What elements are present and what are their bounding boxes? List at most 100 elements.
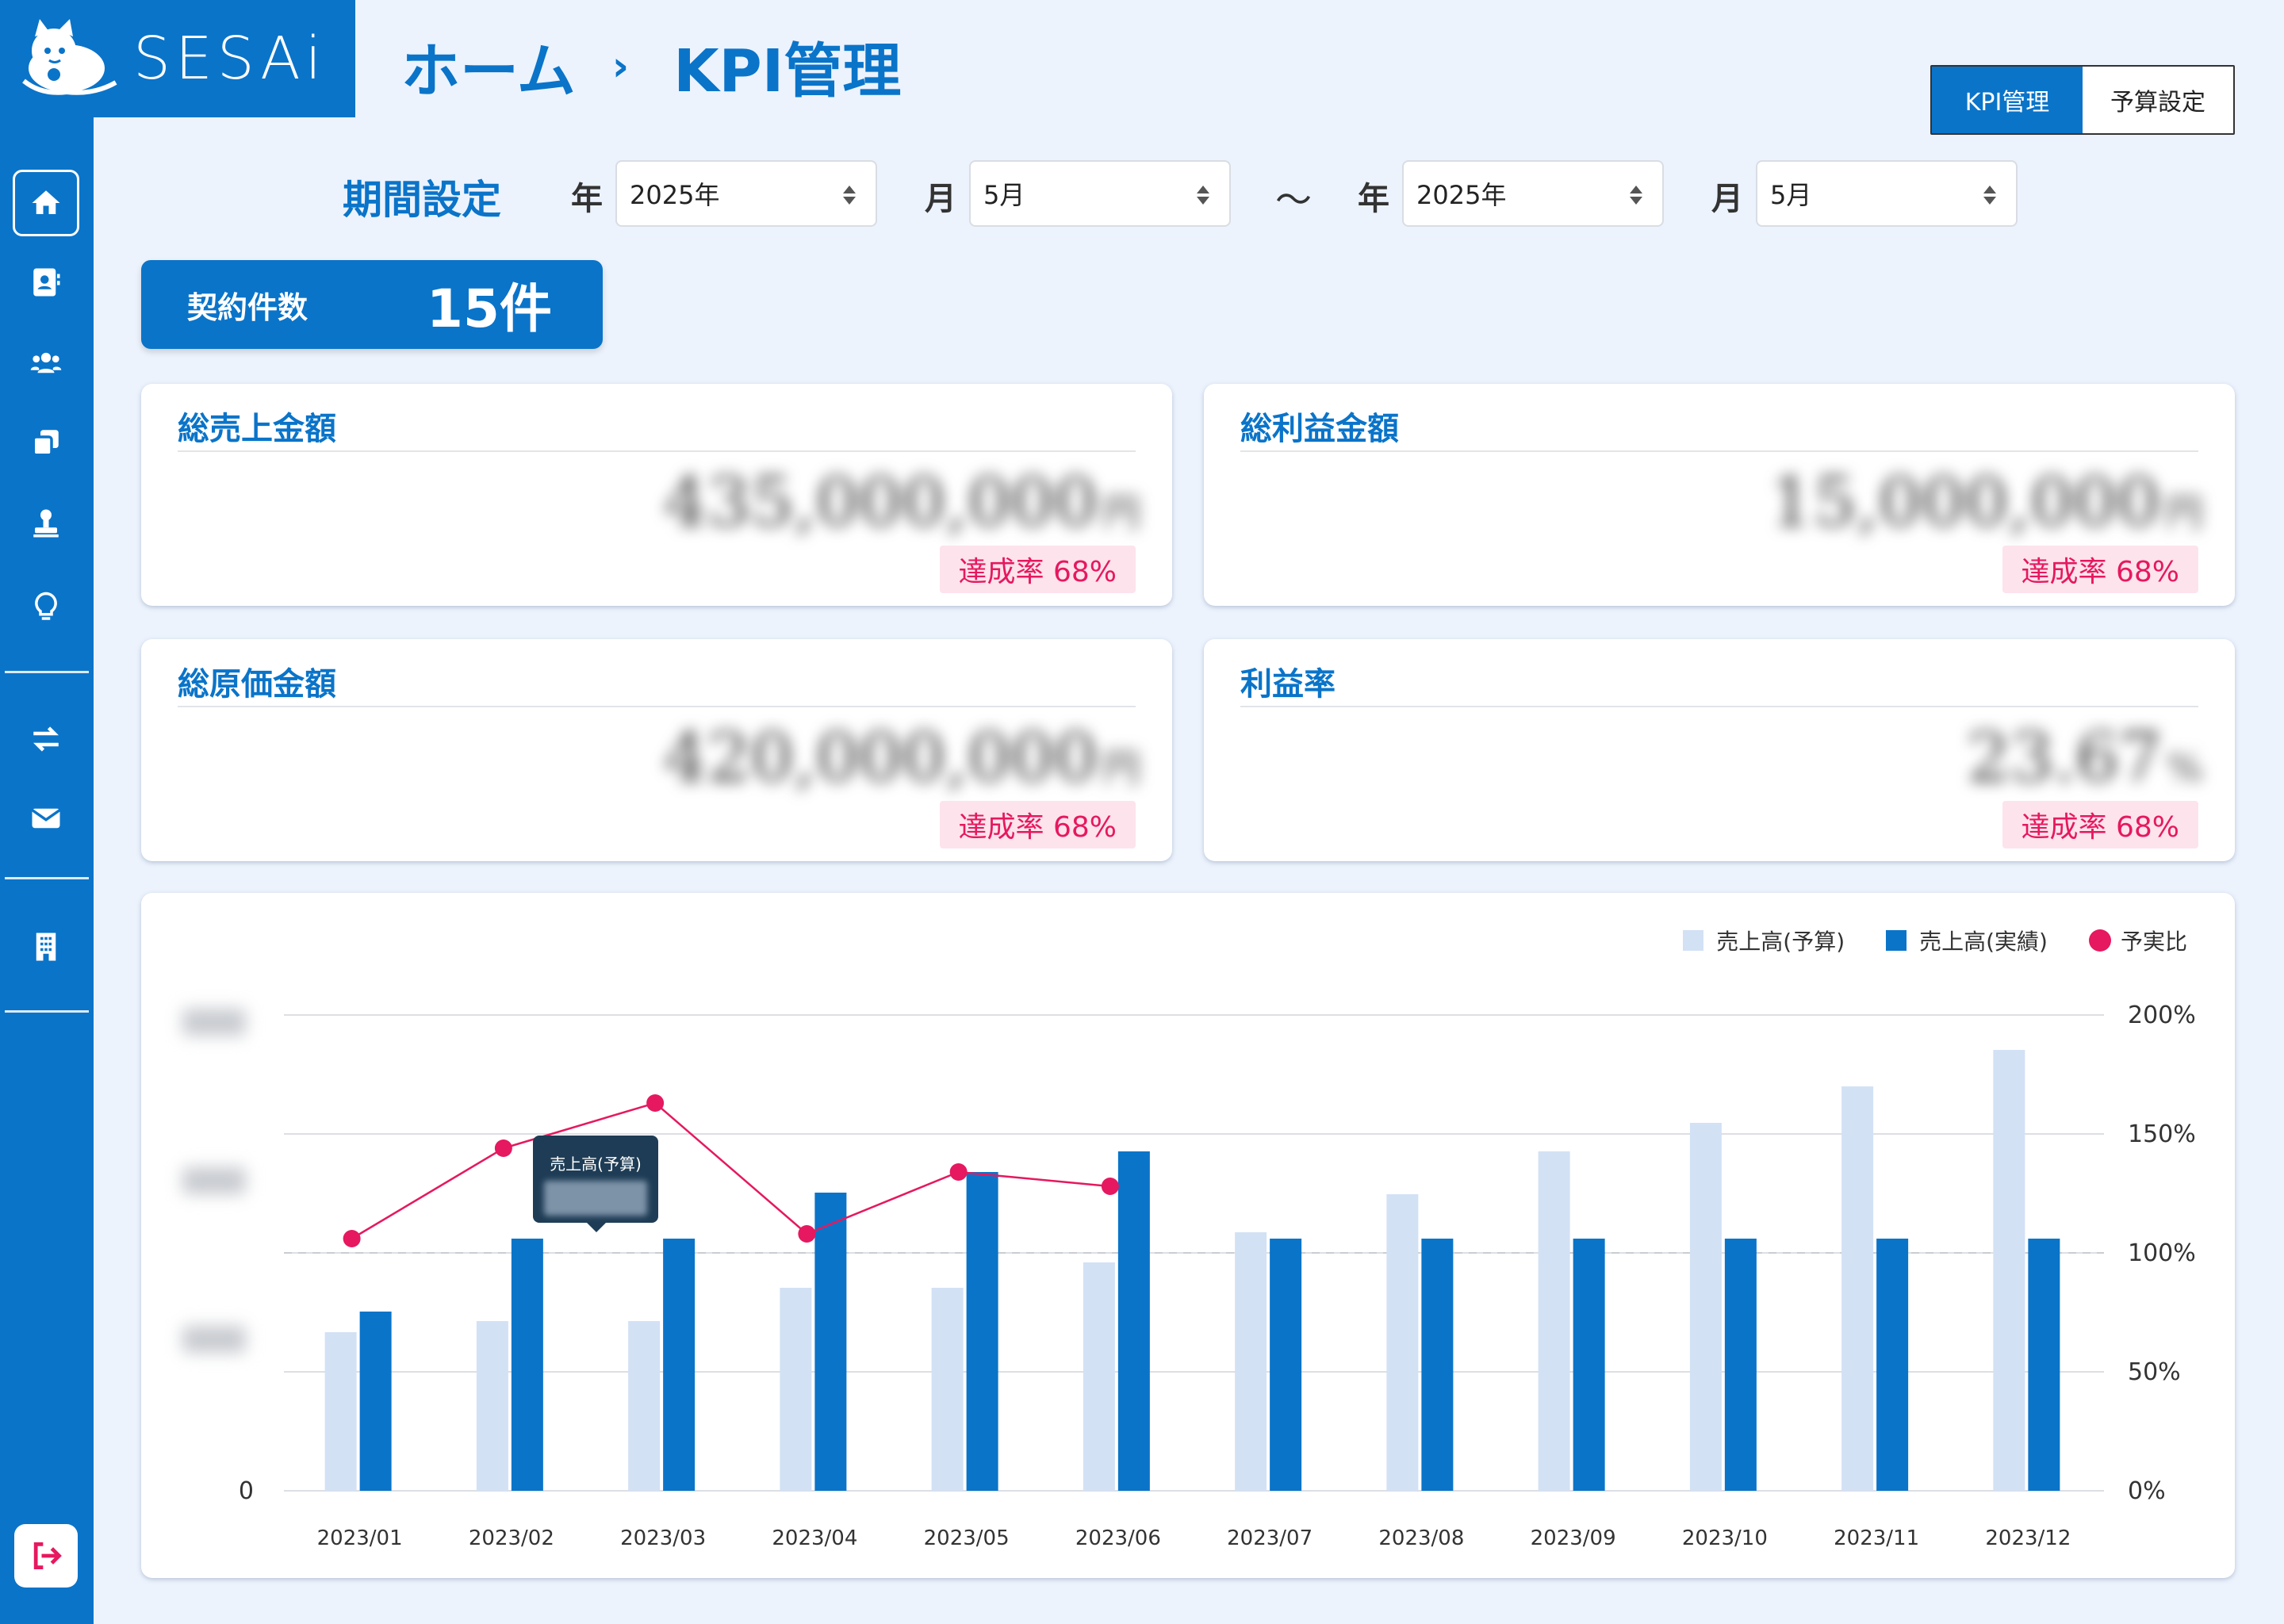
x-tick-label: 2023/05 [924,1526,1010,1550]
bar-actual [1421,1239,1454,1491]
sidebar-item-users[interactable] [13,330,79,396]
x-tick-label: 2023/10 [1682,1526,1768,1550]
x-tick-label: 2023/02 [469,1526,554,1550]
kpi-amount: 15,000,000 円 [1769,463,2203,542]
y-right-tick-label: 50% [2128,1358,2181,1386]
chart-legend: 売上高(予算) 売上高(実績) 予実比 [1642,925,2187,956]
sidebar-item-copy[interactable] [13,409,79,476]
brand-name: SESAi [133,25,327,93]
legend-label: 売上高(実績) [1919,929,2048,955]
from-month-value: 5月 [983,180,1025,210]
stamp-icon [33,509,59,538]
legend-swatch [1683,930,1704,951]
sidebar-item-mail[interactable] [13,785,79,852]
contract-count-label: 契約件数 [187,289,308,325]
sidebar-item-company[interactable] [13,914,79,980]
sidebar-item-contacts[interactable] [13,249,79,316]
sort-arrows-icon [1197,186,1209,205]
bar-budget [931,1288,964,1491]
lightbulb-icon [35,592,57,620]
x-tick-label: 2023/09 [1531,1526,1616,1550]
legend-swatch [1886,930,1907,951]
from-year-select[interactable]: 2025年 [615,160,877,227]
kpi-amount: 23.67% [1967,718,2203,798]
sidebar-item-ideas[interactable] [13,574,79,641]
achievement-rate-badge: 達成率 68% [939,801,1136,848]
chart-tooltip: 売上高(予算) [533,1136,658,1232]
ratio-point [343,1230,361,1247]
period-title: 期間設定 [343,177,501,223]
sidebar-divider [5,671,89,673]
sort-arrows-icon [1630,186,1642,205]
from-month-select[interactable]: 5月 [969,160,1231,227]
legend-label: 予実比 [2120,929,2187,955]
y-right-tick-label: 200% [2128,1002,2196,1029]
sidebar-item-stamp[interactable] [13,490,79,557]
users-icon [30,352,62,373]
kpi-card-cost: 総原価金額 420,000,000 円 達成率 68% [141,639,1172,861]
legend-swatch [2088,929,2111,952]
bar-actual [359,1312,392,1491]
ratio-point [646,1094,665,1112]
from-year-value: 2025年 [630,180,720,210]
bar-actual [1876,1239,1909,1491]
bar-budget [1689,1123,1722,1491]
bar-budget [1993,1050,2025,1491]
x-tick-label: 2023/12 [1985,1526,2071,1550]
legend-item-actual[interactable]: 売上高(実績) [1886,925,2048,956]
x-tick-label: 2023/03 [620,1526,706,1550]
bar-actual [663,1239,696,1491]
x-tick-label: 2023/07 [1227,1526,1313,1550]
bar-budget [780,1288,812,1491]
contact-card-icon [33,268,60,297]
bar-actual [1117,1151,1150,1491]
sidebar-item-home[interactable] [13,170,79,236]
to-month-select[interactable]: 5月 [1756,160,2018,227]
mail-icon [31,808,61,829]
tab-budget[interactable]: 予算設定 [2083,67,2233,133]
from-year-label: 年 [571,181,603,217]
kpi-title: 利益率 [1240,666,1336,703]
to-year-select[interactable]: 2025年 [1402,160,1664,227]
breadcrumb-home[interactable]: ホーム [401,37,576,105]
y-left-tick-label: 0 [239,1477,254,1505]
bar-actual [2028,1239,2060,1491]
page-title: KPI管理 [673,37,902,105]
x-tick-label: 2023/01 [317,1526,403,1550]
view-switch: KPI管理 予算設定 [1930,65,2235,135]
kpi-card-profit: 総利益金額 15,000,000 円 達成率 68% [1204,384,2235,606]
legend-item-budget[interactable]: 売上高(予算) [1683,925,1845,956]
bar-budget [1083,1262,1115,1491]
y-tick-label-hidden [182,1167,246,1194]
y-tick-label-hidden [182,1009,246,1036]
building-icon [36,933,56,961]
ratio-line [351,1101,1110,1240]
copy-icon [32,430,59,457]
brand-logo[interactable]: SESAi [0,0,355,117]
sidebar-divider [5,1010,89,1013]
sales-chart: 売上高(予算) 売上高(実績) 予実比 0% 50% 100% 150% 200% 0 20… [141,893,2235,1578]
y-right-tick-label: 0% [2128,1477,2166,1505]
sidebar-item-transfer[interactable] [13,706,79,772]
x-tick-label: 2023/04 [772,1526,857,1550]
sidebar [0,117,94,1624]
logout-icon [33,1542,62,1570]
sort-arrows-icon [1983,186,1996,205]
kpi-divider [178,450,1136,452]
bar-budget [1841,1086,1874,1491]
tab-kpi[interactable]: KPI管理 [1932,67,2083,133]
to-year-label: 年 [1358,181,1389,217]
ratio-point [949,1163,968,1181]
tooltip-value-hidden [544,1181,647,1216]
x-tick-label: 2023/06 [1075,1526,1161,1550]
breadcrumb-chevron-icon: › [611,42,630,90]
kpi-divider [1240,450,2198,452]
sidebar-divider [5,877,89,879]
legend-item-ratio[interactable]: 予実比 [2088,925,2187,956]
y-tick-label-hidden [182,1326,246,1353]
kpi-title: 総売上金額 [178,411,336,447]
breadcrumb: ホーム › KPI管理 [401,24,901,109]
ratio-point [798,1225,816,1243]
logout-button[interactable] [14,1524,78,1588]
kpi-amount: 435,000,000 円 [663,463,1140,542]
